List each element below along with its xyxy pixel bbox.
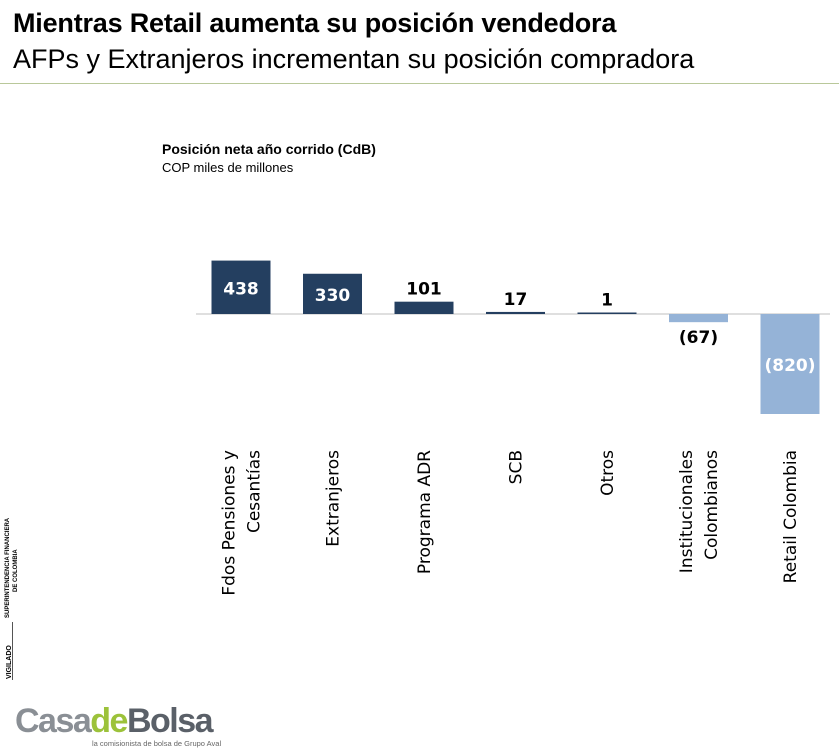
category-label-line: Cesantías [245,450,265,533]
category-label-line: Otros [598,450,618,496]
category-label-4: Otros [598,450,618,496]
bar-1 [303,273,362,314]
bar-0 [211,260,271,314]
data-label-1: 330 [315,286,351,306]
category-label-2: Programa ADR [415,450,435,574]
page-subtitle: AFPs y Extranjeros incrementan su posici… [13,44,695,74]
data-label-5: (67) [679,328,718,348]
category-label-line: Fdos Pensiones y [220,450,240,596]
category-label-line: Retail Colombia [781,450,801,583]
category-label-6: Retail Colombia [781,450,801,583]
vigilado-divider [12,622,13,680]
category-label-5: Institucionales Colombianos [677,450,722,573]
data-label-4: 1 [601,291,613,311]
casadebolsa-logo: CasadeBolsa [15,702,214,740]
category-label-1: Extranjeros [324,450,344,547]
logo-tagline: la comisionista de bolsa de Grupo Aval [92,739,222,748]
data-label-6: (820) [764,356,815,376]
vigilado-label: VIGILADO [6,645,13,679]
category-label-0: Fdos Pensiones y Cesantías [220,450,265,596]
category-label-3: SCB [507,450,527,484]
bar-4 [577,312,637,314]
bar-2 [394,301,454,314]
category-label-line: Colombianos [702,450,722,560]
category-label-line: Extranjeros [324,450,344,547]
superintendencia-label-2: DE COLOMBIA [13,549,19,592]
bar-chart: 438 Fdos Pensiones y Cesantías 330 Extranjer… [196,260,830,596]
page-title: Mientras Retail aumenta su posición vend… [13,8,617,38]
chart-subtitle: COP miles de millones [162,160,294,175]
data-label-0: 438 [223,279,259,299]
superintendencia-label: SUPERINTENDENCIA FINANCIERA [5,517,11,618]
chart-title: Posición neta año corrido (CdB) [162,141,376,157]
category-label-line: Programa ADR [415,450,435,574]
bar-3 [486,311,545,314]
data-label-2: 101 [406,280,442,300]
bar-6 [760,314,820,414]
bar-5 [669,314,728,323]
data-label-3: 17 [504,290,528,310]
category-label-line: SCB [507,450,527,484]
header-divider [0,83,839,84]
category-label-line: Institucionales [677,450,697,573]
